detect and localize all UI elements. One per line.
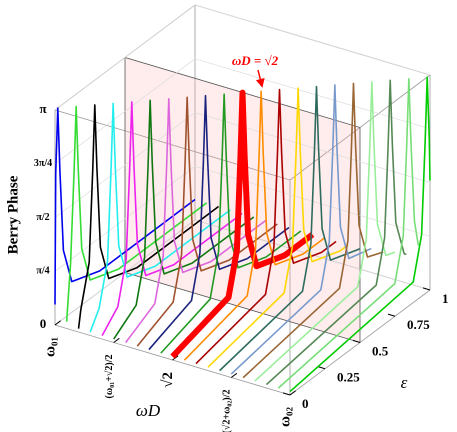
x-tick-label: ω₀₁ <box>42 337 58 357</box>
y-tick-label: 1 <box>442 291 449 306</box>
grid-line <box>54 112 196 218</box>
curve <box>54 107 196 305</box>
grid-line <box>194 4 431 76</box>
y-tick <box>317 366 326 370</box>
y-tick <box>352 339 361 343</box>
curve <box>89 102 231 333</box>
y-tick-label: 0.25 <box>337 370 360 385</box>
curve <box>113 99 255 340</box>
z-tick-label: 0 <box>40 316 47 331</box>
curve <box>195 88 337 365</box>
z-tick-label: 3π/4 <box>34 158 52 169</box>
x-tick-label: (ω₀₁+√2)/2 <box>104 355 115 399</box>
curves <box>54 76 431 393</box>
annotation: ωD = √2 <box>232 53 279 68</box>
x-tick-label: (√2+ω₀₂)/2 <box>222 390 233 432</box>
z-axis-title: Berry Phase <box>5 175 21 254</box>
x-tick <box>54 320 61 326</box>
curve <box>160 93 302 354</box>
y-tick-label: 0.5 <box>372 343 389 358</box>
grid-line <box>54 58 196 165</box>
z-tick-label: π <box>39 101 46 116</box>
x-tick <box>289 390 296 396</box>
z-tick-label: π/2 <box>36 212 49 223</box>
annotation-arrow <box>255 69 265 88</box>
x-tick-label: √2 <box>160 372 176 388</box>
y-tick-label: 0.75 <box>407 317 430 332</box>
curve <box>101 101 243 336</box>
grid-line <box>194 112 431 183</box>
x-tick <box>113 337 120 343</box>
curve <box>170 89 315 359</box>
curve <box>136 96 278 347</box>
x-tick <box>230 372 238 378</box>
z-tick-label: π/4 <box>36 266 49 277</box>
curve <box>277 78 420 389</box>
curve <box>77 104 220 329</box>
y-tick <box>387 313 396 317</box>
labels: 0 π/4 π/2 3π/4 π ω₀₁ (ω₀₁+√2)/2 √2 (√2+ω₀₂)/2 ω₀₂… <box>34 101 449 432</box>
y-tick-label: 0 <box>302 396 309 411</box>
curve <box>289 76 431 393</box>
y-tick <box>282 392 291 396</box>
curve <box>65 105 208 322</box>
y-axis-title: ε <box>401 373 408 392</box>
curve <box>183 90 325 361</box>
y-tick <box>422 287 431 291</box>
x-axis-title: ωD <box>136 401 161 420</box>
x-tick-label: ω₀₂ <box>277 407 293 427</box>
grid-line <box>54 4 196 111</box>
curve <box>219 85 361 372</box>
